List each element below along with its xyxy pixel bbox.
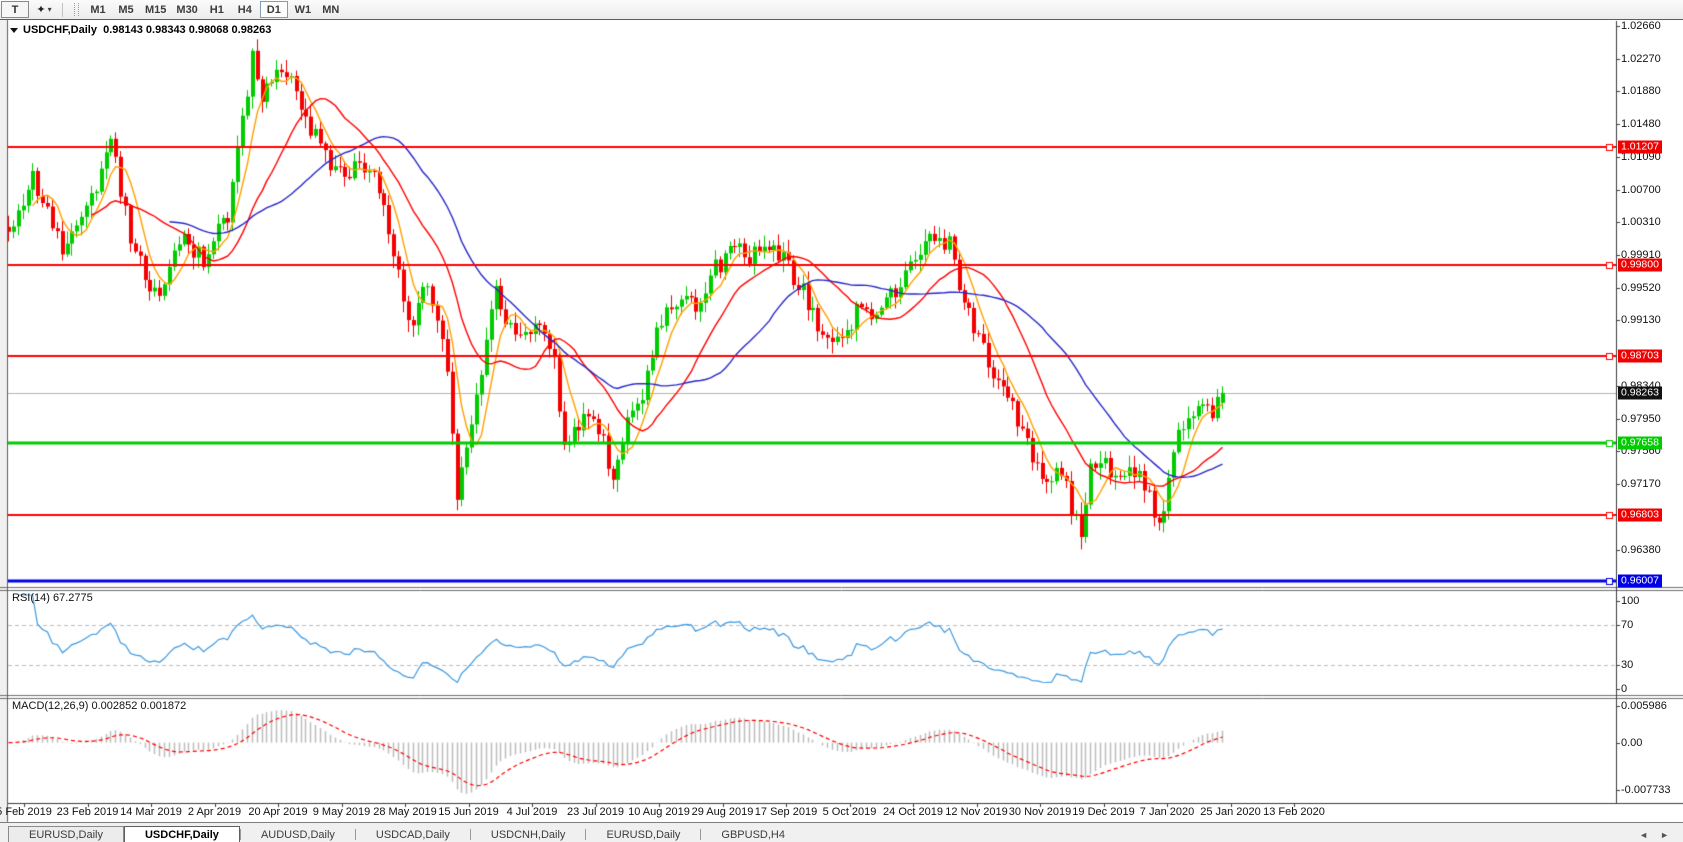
date-label: 25 Jan 2020 [1200, 806, 1261, 818]
price-tag-0.98263: 0.98263 [1618, 386, 1662, 400]
price-tick-label: 0.97950 [1621, 412, 1661, 425]
date-label: 9 May 2019 [312, 806, 371, 818]
date-label: 29 Aug 2019 [691, 806, 754, 818]
timeframe-button-m5[interactable]: M5 [118, 3, 134, 16]
tab-separator [469, 829, 471, 840]
price-tick-label: 1.01480 [1621, 118, 1661, 131]
date-label: 15 Jun 2019 [438, 806, 499, 818]
chart-tab-bar: EURUSD,Daily USDCHF,Daily AUDUSD,Daily USDC… [0, 822, 1683, 842]
price-tag-0.97658: 0.97658 [1618, 436, 1662, 450]
rsi-indicator-label: RSI(14) 67.2775 [12, 592, 93, 604]
rsi-level-label-30: 30 [1621, 659, 1634, 671]
timeframe-button-d1[interactable]: D1 [259, 1, 288, 18]
macd-level-label: 0.00 [1621, 736, 1643, 749]
tab-audusd-daily[interactable]: AUDUSD,Daily [260, 829, 335, 841]
tab-usdcnh-daily[interactable]: USDCNH,Daily [490, 829, 566, 841]
timeframe-button-m30[interactable]: M30 [176, 3, 198, 16]
price-tick-label: 1.00310 [1621, 216, 1661, 229]
price-tick-label: 1.01090 [1621, 150, 1661, 163]
tab-gbpusd-h4[interactable]: GBPUSD,H4 [721, 829, 785, 841]
rsi-level-label-0: 0 [1621, 683, 1628, 695]
tab-separator [585, 829, 587, 840]
timeframe-button-w1[interactable]: W1 [294, 3, 312, 16]
tab-scroll-arrows: ◄ ► [1639, 830, 1669, 840]
tab-usdcad-daily[interactable]: USDCAD,Daily [375, 829, 450, 841]
price-tick-label: 1.02270 [1621, 52, 1661, 65]
symbol-dropdown-icon[interactable] [10, 27, 18, 33]
price-tick-label: 0.99130 [1621, 314, 1661, 327]
chevron-down-icon[interactable]: ▾ [47, 5, 52, 14]
timeframe-button-group: M1 M5 M15 M30 H1 H4 D1 W1 MN [84, 1, 345, 18]
toolbar-grip[interactable] [74, 3, 79, 16]
date-label: 4 Jul 2019 [506, 806, 558, 818]
chart-symbol-label: USDCHF,Daily [23, 24, 97, 36]
tab-scroll-left-icon[interactable]: ◄ [1639, 830, 1649, 840]
drawing-tool-icon: ✦ [36, 4, 46, 16]
date-label: 20 Apr 2019 [248, 806, 308, 818]
date-label: 24 Oct 2019 [883, 806, 943, 818]
price-tag-0.96007: 0.96007 [1618, 574, 1662, 588]
date-label: 23 Jul 2019 [567, 806, 624, 818]
price-tag-0.98703: 0.98703 [1618, 349, 1662, 363]
date-label: 10 Aug 2019 [628, 806, 690, 818]
macd-indicator-label: MACD(12,26,9) 0.002852 0.001872 [12, 700, 187, 712]
price-tag-1.01207: 1.01207 [1618, 140, 1662, 154]
chart-title: USDCHF,Daily 0.98143 0.98343 0.98068 0.9… [10, 24, 271, 36]
tab-scroll-right-icon[interactable]: ► [1660, 830, 1669, 840]
timeframe-button-m15[interactable]: M15 [145, 3, 167, 16]
toolbar: T ✦ ▾ M1 M5 M15 M30 H1 H4 D1 W1 MN [0, 0, 1683, 20]
drawing-tool-button[interactable]: ✦ ▾ [31, 2, 57, 17]
date-label: 12 Nov 2019 [945, 806, 1008, 818]
price-tick-label: 1.01880 [1621, 85, 1661, 98]
tab-eurusd-daily[interactable]: EURUSD,Daily [8, 826, 124, 842]
tab-separator [700, 829, 702, 840]
price-tick-label: 1.00700 [1621, 183, 1661, 196]
date-label: 19 Dec 2019 [1072, 806, 1135, 818]
macd-level-label: -0.007733 [1621, 783, 1671, 796]
timeframe-button-h1[interactable]: H1 [209, 3, 224, 16]
price-tick-label: 0.99520 [1621, 281, 1661, 294]
date-label: 28 May 2019 [373, 806, 437, 818]
timeframe-button-h4[interactable]: H4 [237, 3, 252, 16]
macd-level-label: 0.005986 [1621, 699, 1667, 712]
date-label: 5 Feb 2019 [0, 806, 52, 818]
tab-usdchf-daily[interactable]: USDCHF,Daily [123, 826, 240, 842]
toolbar-separator [62, 2, 63, 17]
date-label: 5 Oct 2019 [822, 806, 877, 818]
date-label: 2 Apr 2019 [187, 806, 242, 818]
text-tool-button[interactable]: T [1, 1, 29, 18]
chart-ohlc-values: 0.98143 0.98343 0.98068 0.98263 [103, 24, 272, 36]
price-tag-0.96803: 0.96803 [1618, 508, 1662, 522]
price-tag-0.99800: 0.99800 [1618, 258, 1662, 272]
rsi-level-label-100: 100 [1621, 595, 1640, 607]
price-tick-label: 0.97170 [1621, 477, 1661, 490]
date-label: 23 Feb 2019 [56, 806, 119, 818]
chart-tabs: EURUSD,Daily USDCHF,Daily AUDUSD,Daily USDC… [8, 826, 805, 842]
tab-separator [239, 829, 241, 840]
date-label: 14 Mar 2019 [120, 806, 182, 818]
price-tick-label: 0.96380 [1621, 543, 1661, 556]
date-label: 7 Jan 2020 [1139, 806, 1195, 818]
date-label: 30 Nov 2019 [1008, 806, 1072, 818]
price-tick-label: 1.02660 [1621, 20, 1661, 32]
date-label: 13 Feb 2020 [1263, 806, 1325, 818]
timeframe-button-m1[interactable]: M1 [90, 3, 106, 16]
rsi-level-label-70: 70 [1621, 619, 1634, 631]
date-label: 17 Sep 2019 [754, 806, 818, 818]
tab-eurusd-daily[interactable]: EURUSD,Daily [606, 829, 681, 841]
tab-separator [354, 829, 356, 840]
timeframe-button-mn[interactable]: MN [322, 3, 340, 16]
